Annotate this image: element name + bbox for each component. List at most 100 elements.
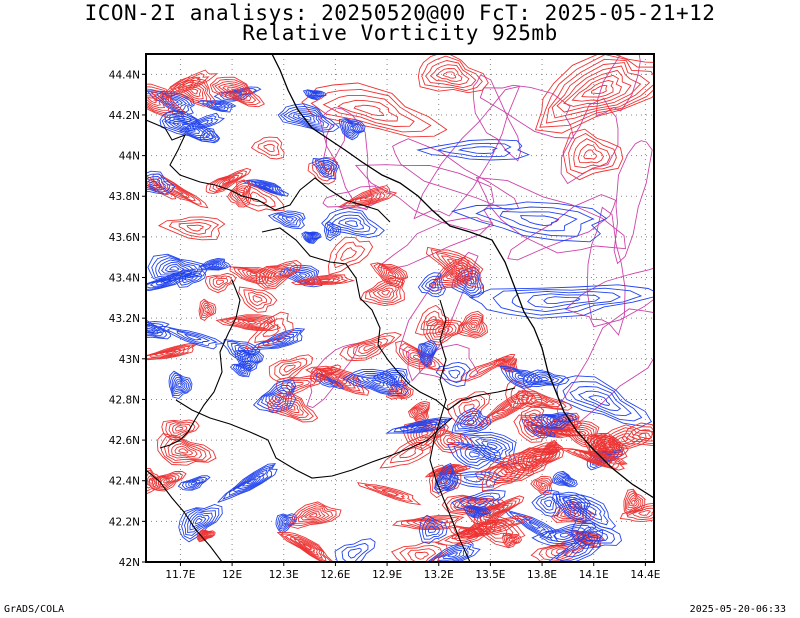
contour-line	[399, 420, 443, 432]
contour-line	[157, 475, 177, 488]
contour-line	[323, 164, 330, 171]
contour-line	[170, 372, 191, 397]
contour-line	[473, 389, 535, 430]
contour-line	[462, 529, 474, 534]
contour-line	[511, 290, 621, 313]
contour-line	[431, 545, 470, 562]
contour-line	[415, 424, 429, 429]
lat-tick-label: 42.6N	[109, 435, 140, 447]
contour-line	[278, 515, 294, 530]
contour-line	[161, 94, 188, 109]
contour-line	[267, 268, 288, 283]
contour-line	[454, 410, 489, 432]
contour-line	[481, 440, 503, 454]
contour-line	[222, 85, 247, 99]
contour-line	[563, 539, 594, 558]
contour-line	[451, 407, 492, 435]
contour-line	[302, 89, 327, 101]
contour-line	[556, 475, 572, 485]
contour-line	[146, 321, 170, 334]
contour-line	[252, 295, 263, 303]
contour-line	[559, 532, 573, 538]
contour-line	[251, 181, 282, 194]
contour-line	[507, 194, 617, 261]
contour-line	[369, 262, 409, 289]
lat-tick-label: 43.2N	[109, 313, 140, 325]
contour-line	[439, 432, 465, 448]
contour-line	[437, 467, 455, 490]
contour-line	[171, 119, 201, 134]
contour-line	[458, 399, 480, 418]
contour-line	[588, 433, 629, 456]
contour-line	[392, 138, 520, 211]
lat-tick-label: 44.4N	[109, 69, 140, 81]
contour-line	[627, 494, 640, 509]
contour-line	[511, 370, 533, 383]
contour-line	[326, 223, 340, 239]
contour-line	[456, 412, 486, 430]
contour-line	[452, 528, 485, 541]
contour-line	[228, 466, 272, 496]
contour-line	[423, 346, 432, 360]
contour-line	[211, 263, 219, 267]
contour-line	[176, 330, 211, 344]
contour-line	[146, 86, 180, 116]
contour-line	[279, 533, 332, 562]
contour-line	[146, 176, 166, 191]
contour-line	[435, 361, 471, 387]
contour-line	[339, 332, 403, 361]
contour-line	[381, 289, 391, 296]
contour-line	[462, 417, 478, 427]
contour-line	[472, 509, 482, 515]
vorticity-contours	[146, 54, 654, 562]
contour-line	[146, 93, 166, 109]
contour-line	[212, 172, 244, 191]
contour-line	[283, 364, 296, 373]
contour-line	[280, 377, 317, 393]
contour-line	[152, 472, 184, 490]
contour-line	[474, 438, 508, 457]
contour-line	[189, 513, 210, 531]
contour-line	[146, 321, 168, 338]
contour-line	[207, 262, 221, 268]
contour-line	[637, 510, 651, 516]
contour-line	[283, 108, 330, 129]
contour-line	[443, 435, 460, 446]
contour-line	[475, 206, 595, 237]
contour-line	[272, 398, 310, 418]
contour-line	[198, 257, 232, 271]
contour-line	[319, 370, 357, 389]
contour-line	[344, 120, 360, 135]
contour-line	[346, 335, 396, 359]
contour-line	[149, 180, 159, 187]
contour-line	[341, 187, 392, 207]
contour-line	[196, 99, 237, 113]
contour-line	[311, 160, 335, 182]
contour-line	[277, 103, 340, 133]
contour-line	[425, 246, 484, 289]
contour-line	[321, 207, 385, 239]
contour-line	[475, 176, 627, 254]
contour-line	[320, 162, 333, 173]
contour-line	[503, 367, 539, 387]
contour-line	[172, 79, 212, 105]
contour-line	[186, 224, 204, 232]
contour-line	[146, 343, 200, 361]
contour-line	[554, 474, 574, 486]
contour-line	[181, 272, 199, 284]
contour-line	[159, 110, 220, 143]
region-boundaries	[146, 54, 654, 562]
contour-line	[238, 286, 278, 313]
contour-line	[437, 142, 512, 158]
contour-line	[534, 54, 654, 134]
contour-line	[447, 552, 458, 558]
contour-line	[250, 136, 285, 160]
contour-line	[424, 348, 431, 357]
contour-line	[257, 330, 303, 349]
contour-line	[376, 370, 407, 386]
contour-line	[209, 102, 226, 109]
contour-line	[146, 344, 196, 360]
contour-line	[171, 424, 188, 434]
regional-border-lazio	[175, 399, 453, 479]
contour-line	[340, 118, 364, 139]
